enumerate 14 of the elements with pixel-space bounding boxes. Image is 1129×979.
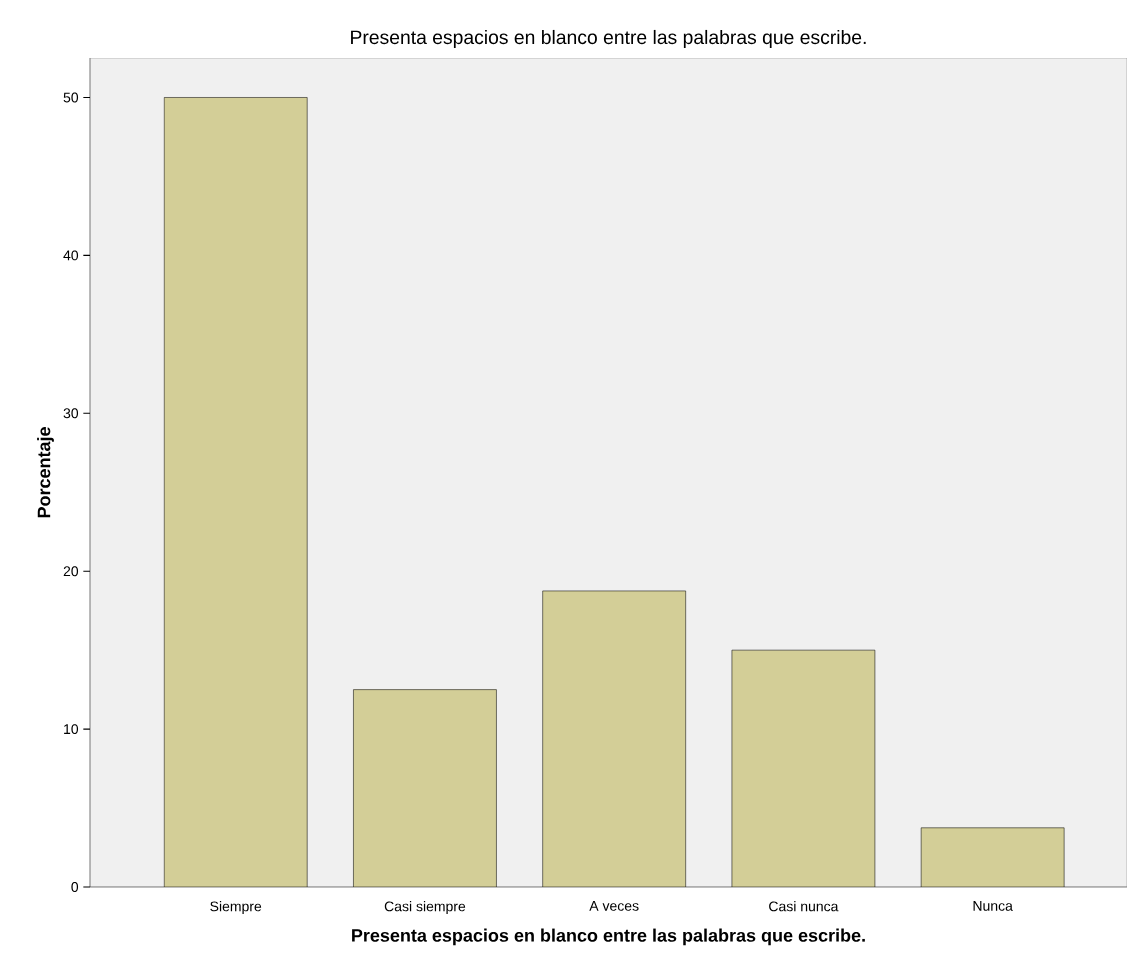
x-tick-label: Nunca xyxy=(973,901,1013,911)
x-axis-title: Presenta espacios en blanco entre las palabras que escribe. xyxy=(352,928,865,946)
y-tick-label: 20 xyxy=(63,566,79,577)
x-tick-label: Siempre xyxy=(210,901,262,915)
y-axis-title: Porcentaje xyxy=(37,427,54,518)
x-tick-label: Casi nunca xyxy=(769,901,839,912)
y-tick-label: 0 xyxy=(71,882,79,892)
y-tick-label: 50 xyxy=(63,92,79,103)
y-tick-label: 30 xyxy=(63,408,79,419)
x-tick-label: Casi siempre xyxy=(384,901,466,915)
y-tick-label: 10 xyxy=(64,724,79,735)
y-tick-label: 40 xyxy=(63,250,79,261)
chart-title: Presenta espacios en blanco entre las palabras que escribe. xyxy=(351,29,866,48)
x-tick-label: A veces xyxy=(589,901,639,911)
